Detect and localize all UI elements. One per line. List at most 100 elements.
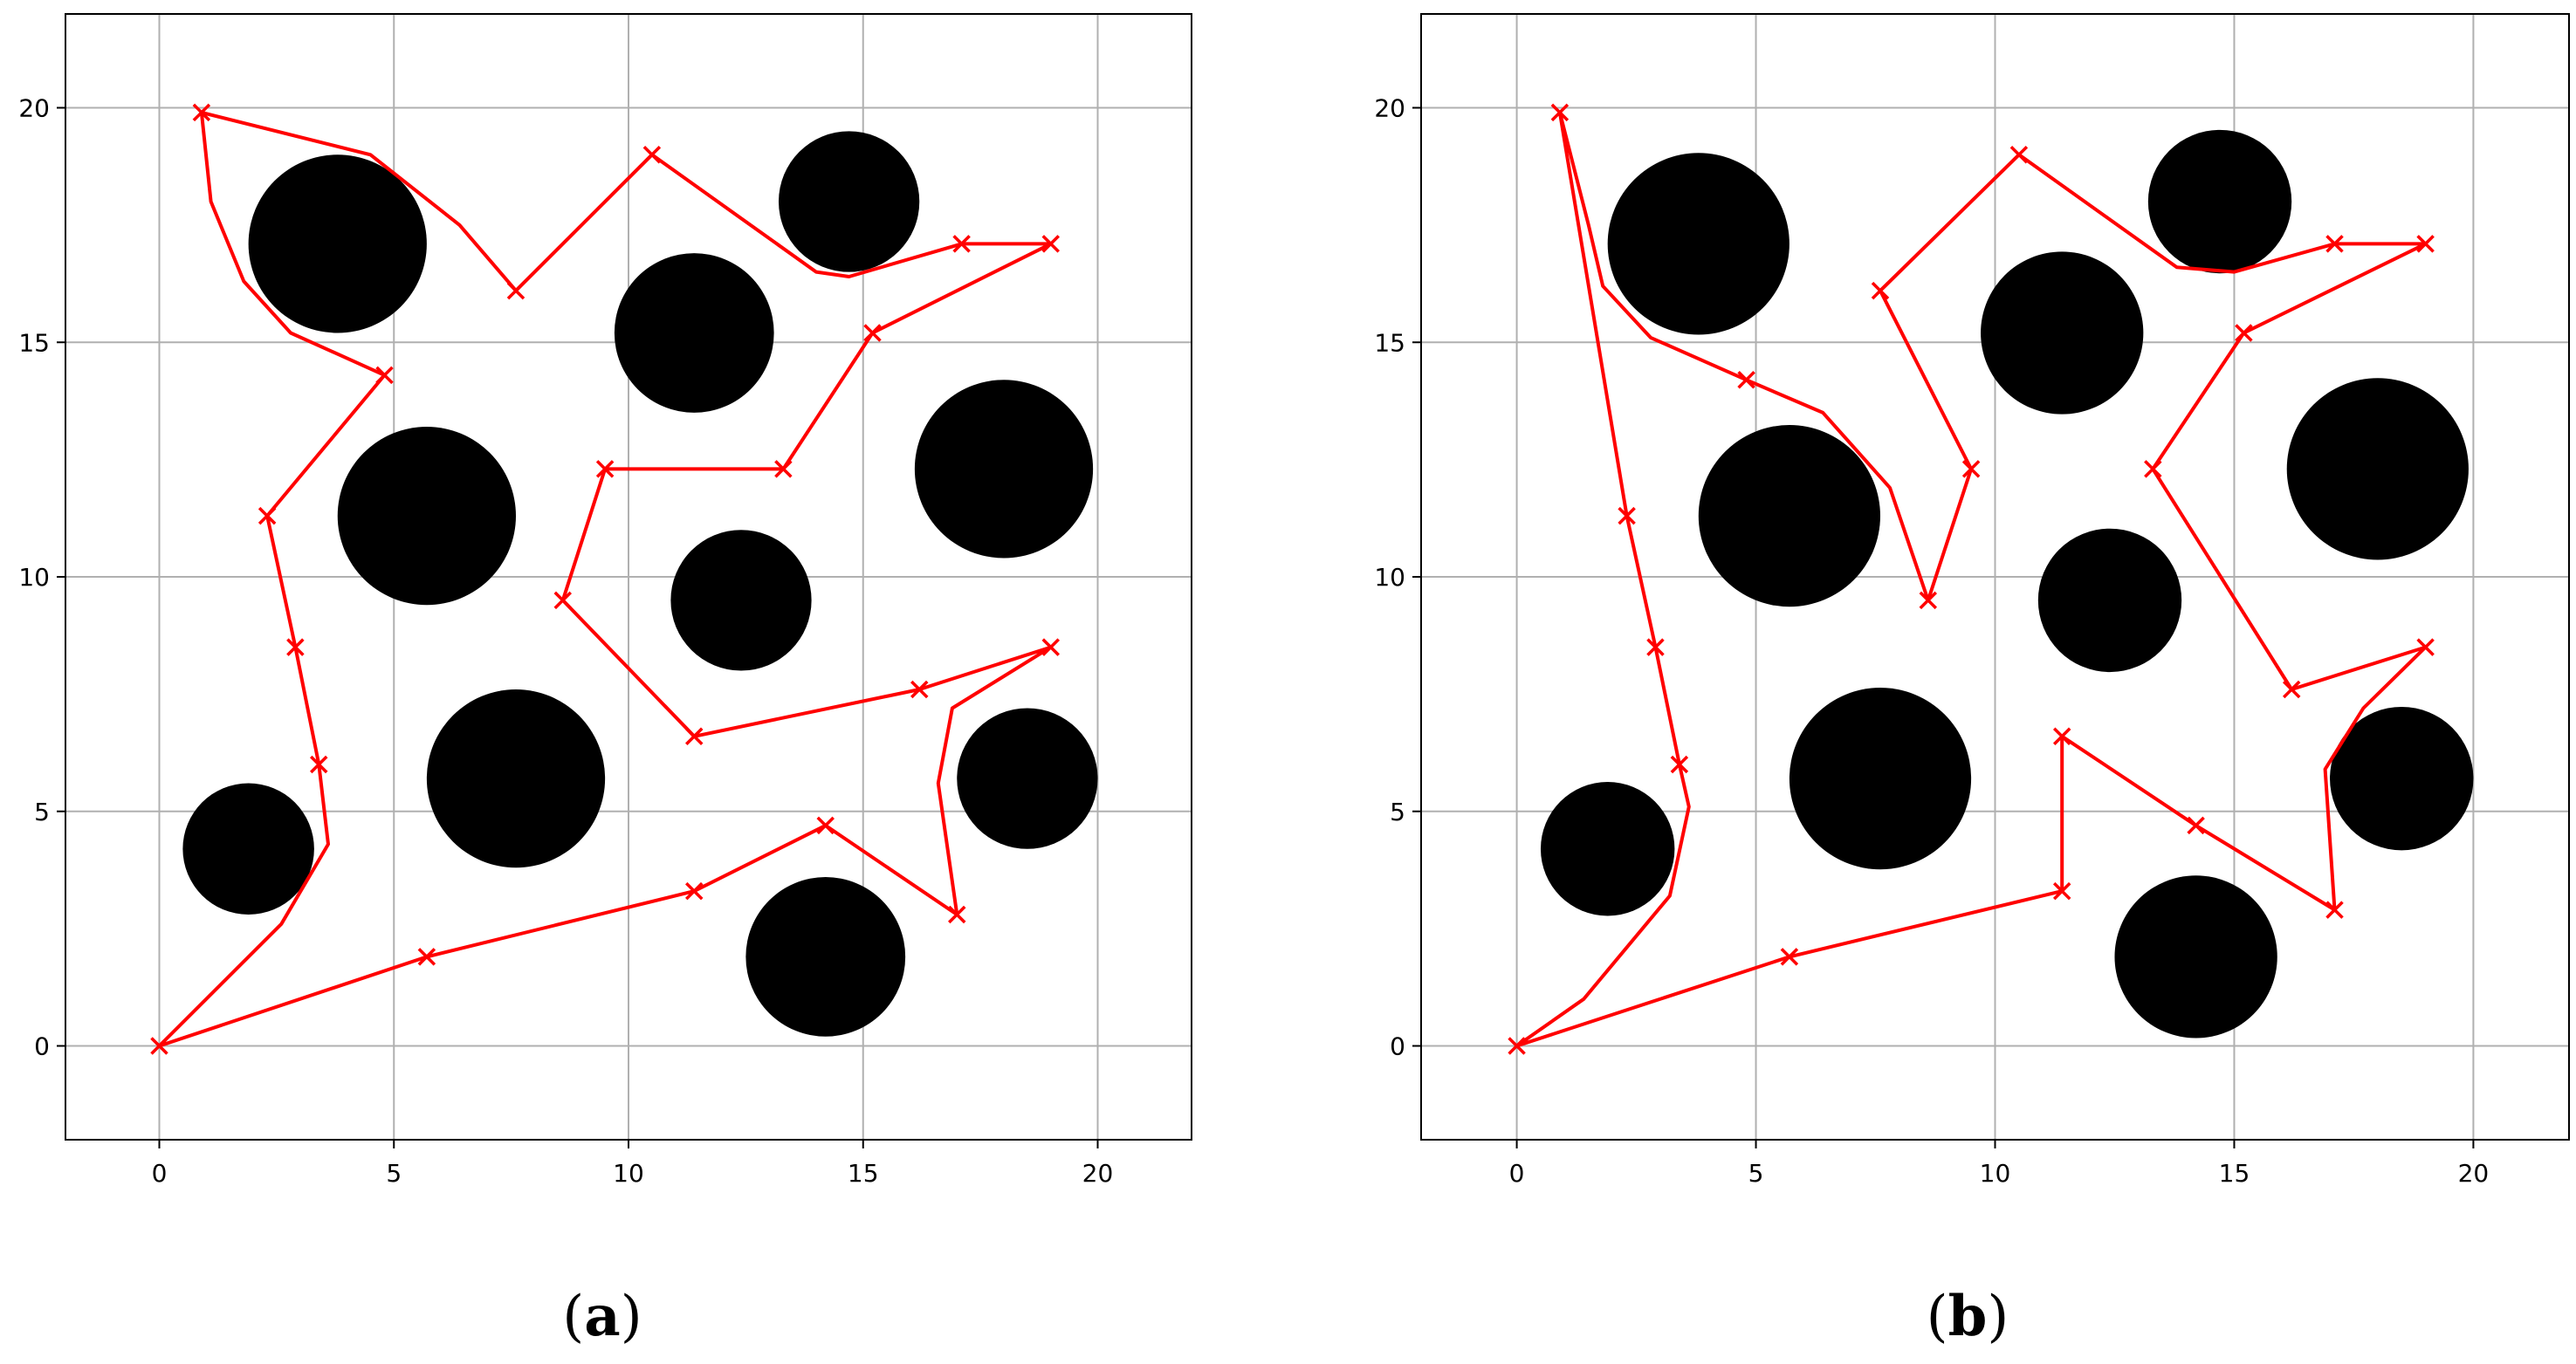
marker-stroke [2416, 638, 2435, 656]
y-tick-label: 10 [1374, 563, 1405, 592]
marker-stroke [506, 281, 526, 300]
obstacle-circle [337, 427, 516, 606]
y-tick-label: 0 [34, 1032, 50, 1061]
waypoint-marker [1550, 103, 1570, 122]
waypoint-marker [2282, 680, 2301, 699]
obstacle-circle [2037, 528, 2182, 673]
x-tick-label: 5 [386, 1159, 402, 1188]
waypoint-marker [375, 366, 394, 385]
waypoint-marker [1508, 1037, 1526, 1055]
x-tick-label: 15 [2219, 1159, 2250, 1188]
waypoint-marker [1871, 281, 1890, 300]
marker-stroke [1041, 235, 1060, 253]
y-tick-label: 15 [18, 328, 50, 357]
marker-stroke [375, 366, 394, 385]
obstacle-circle [670, 530, 812, 671]
marker-stroke [952, 235, 971, 253]
marker-stroke [774, 460, 793, 478]
obstacle-circle [1540, 782, 1675, 916]
marker-stroke [1670, 755, 1689, 774]
obstacle-circle [1789, 688, 1972, 870]
marker-stroke [2009, 146, 2029, 164]
waypoint-marker [1041, 638, 1060, 656]
path-line [1515, 110, 2428, 1048]
waypoint-marker [948, 905, 966, 924]
marker-stroke [150, 1037, 168, 1055]
marker-stroke [192, 103, 211, 122]
marker-stroke [286, 638, 305, 656]
waypoint-marker [1041, 235, 1060, 253]
waypoint-marker [2144, 460, 2162, 478]
marker-stroke [2325, 901, 2344, 919]
waypoint-marker [685, 881, 704, 901]
obstacle-circle [182, 783, 314, 915]
waypoint-marker [1618, 506, 1636, 525]
waypoint-marker [2416, 638, 2435, 656]
waypoint-marker [685, 727, 704, 745]
x-tick-label: 10 [613, 1159, 644, 1188]
waypoint-marker [150, 1037, 168, 1055]
marker-stroke [685, 727, 704, 745]
obstacle-circle [745, 877, 906, 1037]
marker-stroke [258, 506, 277, 525]
obstacle-circle [1698, 425, 1880, 607]
waypoint-marker [2052, 727, 2071, 745]
marker-stroke [1961, 460, 1981, 478]
marker-stroke [417, 948, 436, 966]
y-tick-label: 20 [1374, 94, 1405, 123]
marker-stroke [1041, 638, 1060, 656]
y-tick-label: 10 [18, 563, 50, 592]
obstacle-circle [248, 154, 427, 333]
obstacle-circle [2147, 129, 2292, 274]
waypoint-marker [2325, 235, 2344, 253]
marker-stroke [1508, 1037, 1526, 1055]
waypoint-marker [595, 460, 615, 478]
waypoint-marker [1780, 948, 1799, 966]
marker-stroke [863, 324, 882, 342]
marker-stroke [553, 591, 572, 610]
waypoint-marker [553, 591, 572, 610]
obstacle-circle [2286, 378, 2469, 560]
waypoint-marker [2416, 235, 2435, 253]
waypoint-marker [2235, 324, 2253, 342]
panel-label: (b) [1927, 1284, 2009, 1349]
waypoint-marker [816, 816, 835, 835]
waypoint-marker [2052, 881, 2071, 901]
marker-stroke [685, 881, 704, 901]
marker-stroke [2325, 235, 2344, 253]
marker-stroke [816, 816, 835, 835]
obstacle-circle [1607, 153, 1789, 335]
marker-stroke [948, 905, 966, 924]
x-tick-label: 0 [152, 1159, 168, 1188]
waypoint-marker [1919, 591, 1938, 610]
marker-stroke [642, 146, 662, 164]
waypoint-marker [286, 638, 305, 656]
obstacle-circle [2114, 875, 2277, 1038]
marker-stroke [310, 755, 328, 774]
x-tick-label: 20 [1082, 1159, 1114, 1188]
waypoint-marker [2009, 146, 2029, 164]
x-tick-label: 0 [1509, 1159, 1525, 1188]
waypoint-marker [2187, 816, 2205, 835]
waypoint-marker [506, 281, 526, 300]
waypoint-marker [952, 235, 971, 253]
marker-stroke [2235, 324, 2253, 342]
marker-stroke [1871, 281, 1890, 300]
marker-stroke [1618, 506, 1636, 525]
waypoint-marker [310, 755, 328, 774]
y-tick-label: 5 [1390, 798, 1405, 826]
obstacle-circle [2330, 706, 2474, 851]
y-tick-label: 0 [1390, 1032, 1405, 1061]
marker-stroke [1646, 638, 1665, 656]
waypoint-marker [774, 460, 793, 478]
waypoint-marker [1737, 371, 1755, 389]
marker-stroke [2052, 881, 2071, 901]
waypoint-marker [863, 324, 882, 342]
panel-label: (a) [562, 1284, 642, 1349]
obstacle-circle [779, 131, 920, 272]
waypoint-marker [1670, 755, 1689, 774]
obstacle-circle [426, 689, 606, 868]
obstacle-circle [914, 380, 1094, 559]
marker-stroke [1550, 103, 1570, 122]
y-tick-label: 5 [34, 798, 50, 826]
